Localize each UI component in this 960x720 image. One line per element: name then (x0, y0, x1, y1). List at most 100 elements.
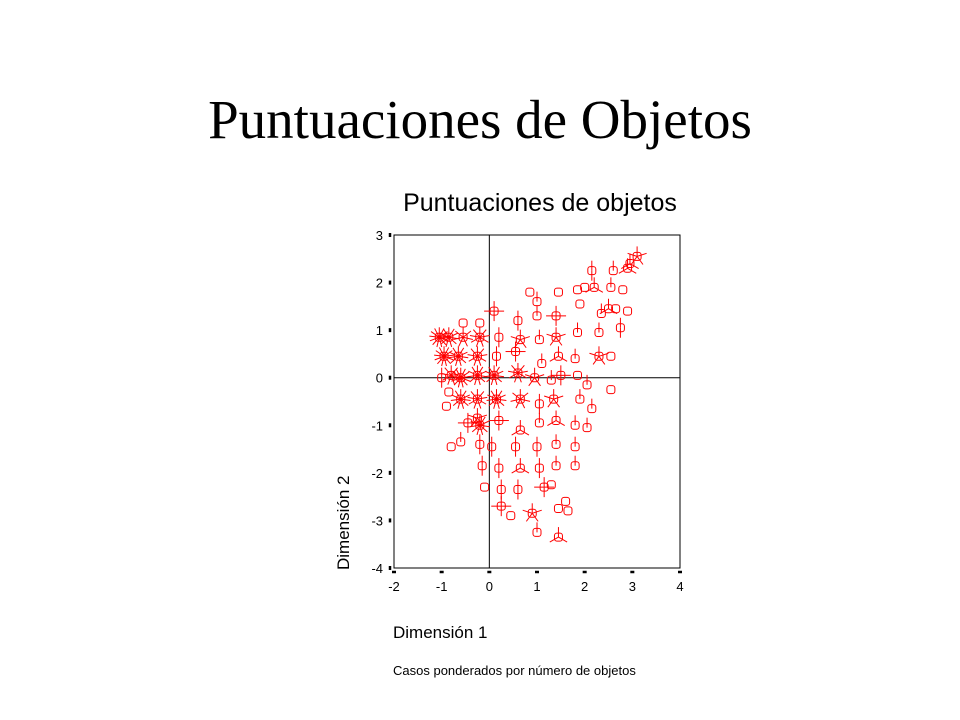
x-tick-label: 2 (581, 579, 588, 594)
data-point (582, 417, 592, 433)
point-petal (487, 394, 497, 400)
point-petal (471, 424, 481, 433)
point-marker (580, 282, 590, 292)
point-petal (443, 350, 453, 357)
point-marker (458, 318, 468, 328)
point-petal (460, 398, 465, 409)
point-petal (429, 336, 440, 342)
point-petal (549, 355, 559, 362)
point-petal (448, 337, 453, 348)
point-petal (519, 398, 526, 409)
data-point (444, 387, 454, 397)
data-point (563, 506, 573, 516)
point-petal (470, 391, 478, 400)
data-point (575, 299, 585, 309)
point-petal (512, 392, 521, 400)
point-petal (509, 372, 519, 379)
point-petal (534, 377, 541, 387)
point-marker (606, 385, 616, 395)
point-petal (474, 375, 478, 386)
point-petal (458, 355, 467, 364)
point-marker (441, 401, 451, 411)
weighting-note: Casos ponderados por número de objetos (393, 663, 636, 678)
point-petal (467, 396, 478, 400)
point-petal (475, 337, 481, 347)
point-petal (522, 509, 533, 514)
data-point (549, 346, 568, 362)
point-petal (473, 356, 478, 366)
data-point (585, 277, 604, 293)
point-petal (479, 420, 490, 426)
point-petal (479, 424, 490, 428)
point-marker (553, 287, 563, 297)
point-petal (558, 536, 568, 543)
point-petal (599, 308, 609, 315)
point-petal (460, 377, 471, 382)
y-tick-label: 3 (376, 228, 383, 243)
data-point (480, 482, 490, 492)
data-point (618, 285, 628, 295)
point-petal (439, 332, 450, 338)
data-point (491, 346, 501, 367)
point-petal (429, 335, 440, 338)
y-axis-label: Dimensión 2 (334, 476, 353, 571)
point-petal (439, 336, 449, 342)
point-petal (472, 329, 481, 338)
point-petal (493, 398, 497, 409)
point-petal (457, 398, 462, 409)
data-point (551, 455, 561, 471)
point-petal (469, 374, 478, 383)
point-petal (558, 355, 568, 362)
chart-title: Puntuaciones de objetos (403, 189, 677, 217)
point-petal (467, 414, 478, 419)
point-petal (468, 370, 478, 376)
data-point (511, 436, 521, 457)
data-point (484, 365, 505, 386)
point-marker (606, 351, 616, 361)
point-petal (520, 429, 530, 436)
data-point (475, 434, 485, 455)
point-petal (636, 256, 644, 265)
data-point (507, 362, 528, 383)
data-point (589, 346, 609, 365)
point-petal (493, 375, 498, 386)
slide-title: Puntuaciones de Objetos (208, 89, 752, 150)
data-point (615, 317, 625, 338)
point-petal (438, 328, 445, 338)
point-petal (520, 398, 531, 402)
data-point (494, 327, 504, 348)
data-point (506, 511, 516, 521)
data-point (611, 304, 621, 314)
point-petal (460, 377, 464, 388)
point-petal (450, 355, 459, 364)
point-petal (463, 336, 473, 340)
data-point (524, 367, 545, 387)
data-point (467, 389, 488, 409)
point-petal (593, 286, 604, 293)
point-petal (517, 372, 527, 379)
point-petal (528, 377, 536, 387)
point-marker (561, 496, 571, 506)
point-petal (511, 364, 519, 374)
point-petal (452, 347, 459, 357)
data-point (477, 455, 487, 476)
y-tick-label: -1 (371, 418, 383, 433)
point-petal (532, 509, 542, 514)
data-point (532, 522, 542, 537)
point-petal (598, 356, 606, 365)
point-petal (479, 424, 488, 433)
point-petal (524, 374, 535, 379)
point-petal (520, 467, 530, 474)
point-petal (448, 332, 459, 338)
point-petal (636, 252, 647, 257)
point-petal (488, 398, 497, 407)
point-petal (546, 333, 557, 338)
point-petal (511, 429, 521, 436)
data-point (553, 287, 563, 297)
data-point (525, 287, 535, 297)
y-tick-label: 2 (376, 276, 383, 291)
point-petal (589, 352, 600, 357)
point-petal (618, 267, 628, 274)
point-petal (555, 333, 566, 338)
point-petal (443, 355, 452, 365)
